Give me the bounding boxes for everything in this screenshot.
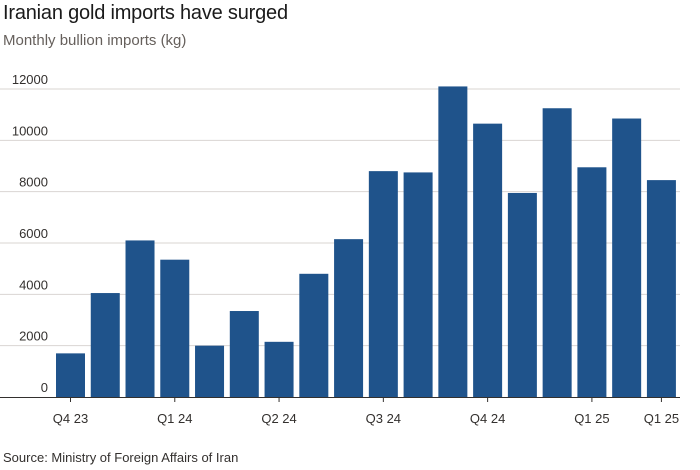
bar bbox=[160, 259, 190, 397]
y-tick-label: 6000 bbox=[19, 226, 48, 241]
bar bbox=[646, 180, 676, 397]
bar bbox=[612, 118, 642, 398]
baseline bbox=[0, 397, 680, 402]
chart-title: Iranian gold imports have surged bbox=[3, 2, 288, 24]
bar bbox=[577, 167, 607, 397]
x-tick-label: Q2 24 bbox=[261, 411, 296, 426]
bar bbox=[56, 353, 85, 397]
x-axis-labels: Q4 23 Q1 24 Q2 24 Q3 24 Q4 24 Q1 25 Q1 25 bbox=[53, 411, 679, 426]
bar bbox=[542, 108, 572, 397]
y-axis-labels: 0 2000 4000 6000 8000 10000 12000 bbox=[12, 72, 48, 395]
bars bbox=[56, 86, 676, 398]
x-tick-label: Q1 24 bbox=[157, 411, 192, 426]
y-tick-label: 8000 bbox=[19, 175, 48, 190]
y-tick-label: 4000 bbox=[19, 277, 48, 292]
bar bbox=[125, 240, 155, 397]
x-tick-label: Q3 24 bbox=[366, 411, 401, 426]
y-tick-label: 0 bbox=[41, 380, 48, 395]
x-tick-label: Q4 23 bbox=[53, 411, 88, 426]
bar bbox=[368, 171, 398, 397]
bar bbox=[229, 311, 259, 397]
source-note: Source: Ministry of Foreign Affairs of I… bbox=[3, 450, 239, 465]
bar bbox=[438, 86, 468, 397]
x-tick-label: Q4 24 bbox=[470, 411, 505, 426]
x-tick-label: Q1 25 bbox=[574, 411, 609, 426]
y-tick-label: 12000 bbox=[12, 72, 48, 87]
bar bbox=[299, 273, 329, 397]
bar bbox=[264, 341, 294, 397]
bar bbox=[195, 345, 225, 397]
bar bbox=[473, 123, 503, 398]
y-tick-label: 10000 bbox=[12, 123, 48, 138]
x-tick-label: Q1 25 bbox=[644, 411, 679, 426]
bar bbox=[507, 192, 537, 397]
bar bbox=[403, 172, 433, 397]
y-tick-label: 2000 bbox=[19, 329, 48, 344]
chart-subtitle: Monthly bullion imports (kg) bbox=[3, 32, 187, 49]
bar bbox=[334, 239, 364, 397]
bar bbox=[90, 293, 120, 397]
